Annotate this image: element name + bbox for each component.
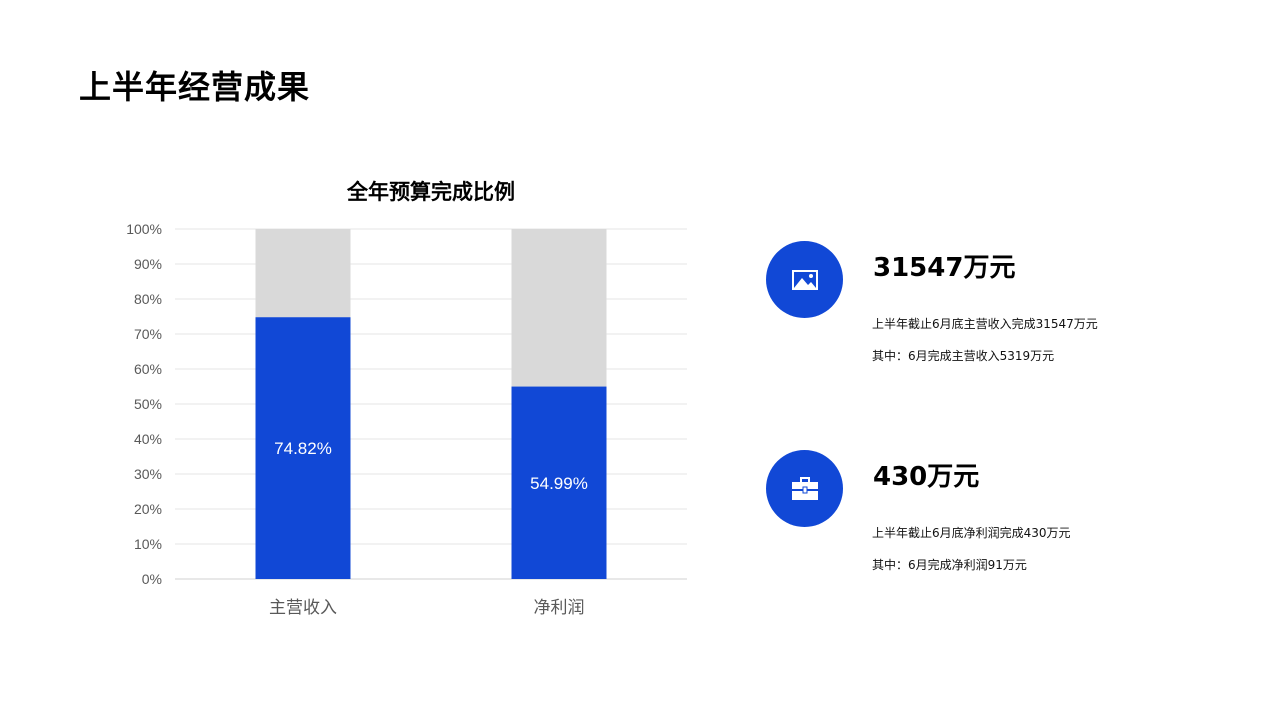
y-tick-label: 100% bbox=[126, 221, 162, 237]
y-tick-label: 40% bbox=[134, 431, 162, 447]
data-label: 74.82% bbox=[274, 439, 332, 458]
stat-value: 430万元 bbox=[873, 462, 980, 492]
chart-title: 全年预算完成比例 bbox=[347, 180, 515, 204]
y-tick-label: 70% bbox=[134, 326, 162, 342]
stat-card-profit: 430万元 上半年截止6月底净利润完成430万元 其中：6月完成净利润91万元 bbox=[766, 450, 1226, 590]
stat-description: 上半年截止6月底净利润完成430万元 bbox=[872, 526, 1071, 540]
stat-value: 31547万元 bbox=[873, 253, 1016, 283]
y-tick-label: 10% bbox=[134, 536, 162, 552]
y-tick-label: 60% bbox=[134, 361, 162, 377]
bar-remaining bbox=[255, 229, 351, 318]
page-title: 上半年经营成果 bbox=[79, 68, 311, 106]
stat-icon-circle bbox=[766, 450, 843, 527]
bar-completed bbox=[511, 386, 607, 579]
stacked-bar-chart: 0% 10% 20% 30% 40% 50% 60% 70% 80% 90% 100% 74.82% 主… bbox=[126, 221, 687, 618]
y-tick-label: 80% bbox=[134, 291, 162, 307]
bar-remaining bbox=[511, 229, 607, 387]
stat-icon-circle bbox=[766, 241, 843, 318]
toolbox-icon bbox=[791, 476, 818, 500]
x-tick-label: 净利润 bbox=[534, 598, 585, 618]
x-tick-label: 主营收入 bbox=[269, 598, 337, 618]
y-tick-label: 0% bbox=[142, 571, 162, 587]
stat-card-revenue: 31547万元 上半年截止6月底主营收入完成31547万元 其中：6月完成主营收… bbox=[766, 241, 1226, 381]
bar-completed bbox=[255, 317, 351, 579]
stat-detail: 其中：6月完成净利润91万元 bbox=[872, 558, 1027, 572]
y-tick-label: 20% bbox=[134, 501, 162, 517]
y-tick-label: 50% bbox=[134, 396, 162, 412]
stat-description: 上半年截止6月底主营收入完成31547万元 bbox=[872, 317, 1098, 331]
y-tick-label: 30% bbox=[134, 466, 162, 482]
image-icon bbox=[791, 269, 818, 290]
data-label: 54.99% bbox=[530, 474, 588, 493]
stat-detail: 其中：6月完成主营收入5319万元 bbox=[872, 349, 1055, 363]
y-tick-label: 90% bbox=[134, 256, 162, 272]
